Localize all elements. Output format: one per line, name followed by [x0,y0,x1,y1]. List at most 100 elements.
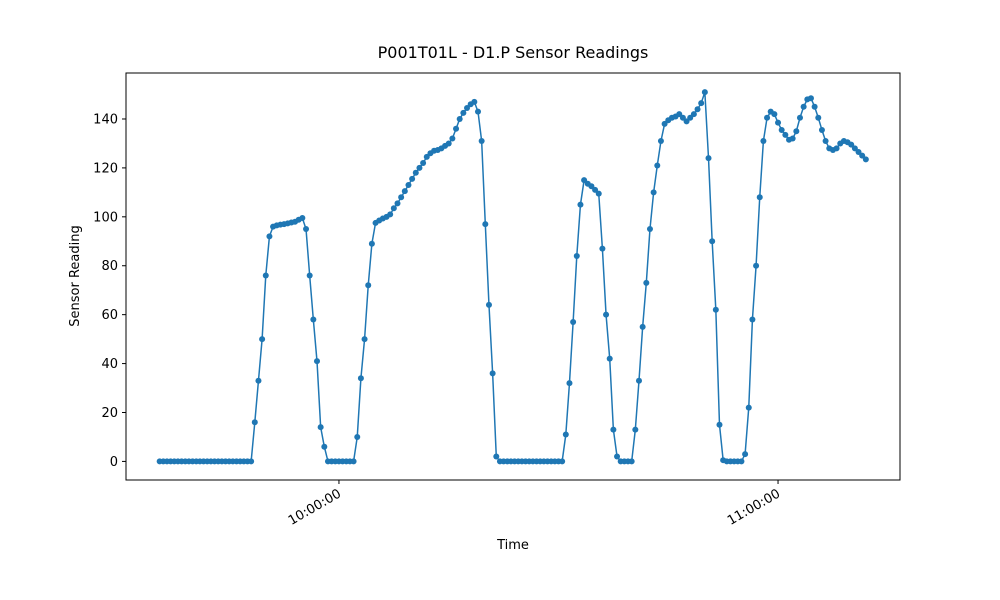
y-tick-label: 40 [101,357,118,372]
point [478,137,485,144]
point [654,162,661,169]
point [423,153,430,160]
point [807,95,814,102]
point [811,103,818,110]
point [745,404,752,411]
point [449,135,456,142]
point [793,128,800,135]
point [313,358,320,365]
point [453,125,460,132]
point [694,106,701,113]
point [859,152,866,159]
point [818,126,825,133]
point [266,233,273,240]
point [698,100,705,107]
point [614,453,621,460]
point [361,336,368,343]
point [559,458,566,465]
point [789,135,796,142]
point [650,189,657,196]
point [815,114,822,121]
point [456,115,463,122]
point [756,194,763,201]
point [855,149,862,156]
point [303,226,310,233]
point [661,120,668,127]
point [592,186,599,193]
point [321,443,328,450]
point [599,245,606,252]
point [635,377,642,384]
point [760,137,767,144]
point [683,118,690,125]
point [610,426,617,433]
point [595,190,602,197]
point [690,111,697,118]
point [387,211,394,218]
point [742,451,749,458]
point [701,89,708,96]
y-tick-label: 120 [93,161,118,176]
point [401,188,408,195]
point [603,311,610,318]
point [365,282,372,289]
x-axis-label: Time [496,538,529,553]
point [848,141,855,148]
point [764,114,771,121]
point [259,336,266,343]
point [643,279,650,286]
chart-title: P001T01L - D1.P Sensor Readings [378,43,649,62]
point [368,240,375,247]
point [738,458,745,465]
y-tick-label: 80 [101,259,118,274]
point [570,318,577,325]
point [716,421,723,428]
point [862,156,869,163]
point [709,238,716,245]
y-tick-label: 0 [110,455,118,470]
point [262,272,269,279]
point [581,177,588,184]
point [588,183,595,190]
plot-frame [125,72,901,481]
point [753,262,760,269]
y-tick-label: 100 [93,210,118,225]
point [778,126,785,133]
point [310,316,317,323]
point [657,137,664,144]
point [775,119,782,126]
point [566,380,573,387]
point [639,323,646,330]
y-tick-label: 60 [101,308,118,323]
point [562,431,569,438]
y-tick-label: 20 [101,406,118,421]
point [474,108,481,115]
point [394,200,401,207]
point [390,205,397,212]
point [416,164,423,171]
point [851,145,858,152]
point [460,109,467,116]
point [606,355,613,362]
point [306,272,313,279]
point [628,458,635,465]
point [687,114,694,121]
point [464,104,471,111]
point [354,433,361,440]
point [796,114,803,121]
point [782,131,789,138]
point [679,114,686,121]
point [420,160,427,167]
y-tick-label: 140 [93,112,118,127]
point [445,140,452,147]
point [482,221,489,228]
point [833,145,840,152]
point [632,426,639,433]
point [409,175,416,182]
point [255,377,262,384]
point [493,453,500,460]
point [398,194,405,201]
point [705,155,712,162]
point [405,182,412,189]
